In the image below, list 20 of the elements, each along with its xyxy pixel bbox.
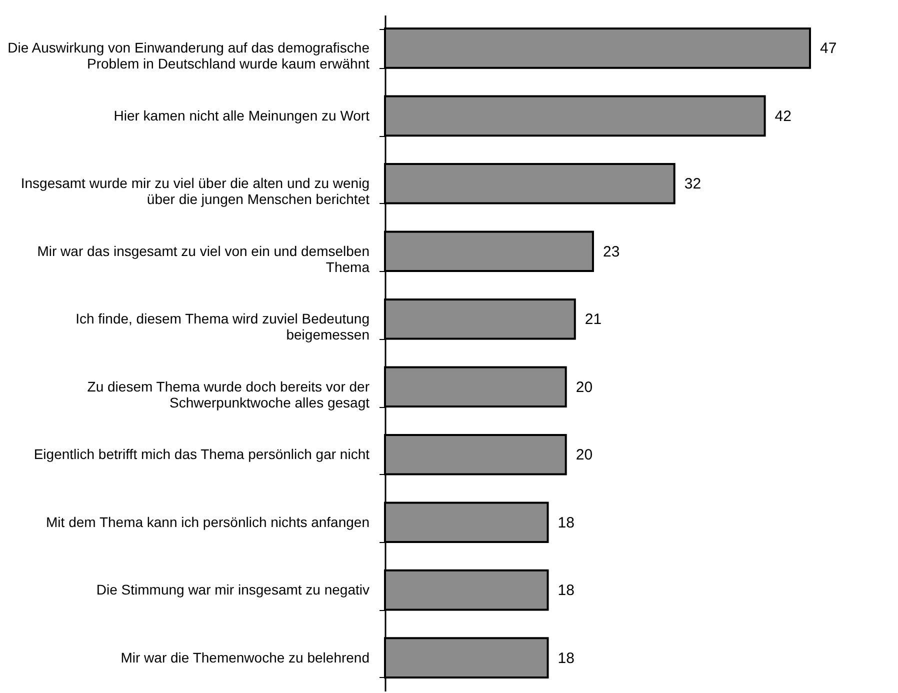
data-label: 18	[558, 514, 574, 532]
y-tick-label: Mit dem Thema kann ich persönlich nichts anfangen	[46, 514, 370, 530]
y-tick-label: Mir war die Themenwoche zu belehrend	[120, 649, 370, 666]
data-label: 20	[576, 378, 593, 396]
data-label: 18	[558, 650, 574, 667]
y-tick-label: Die Stimmung war mir insgesamt zu negativ	[96, 582, 370, 598]
y-tick-label: Eigentlich betrifft mich das Thema persönlich gar nicht	[34, 446, 370, 462]
data-label: 47	[820, 40, 837, 58]
data-label: 20	[576, 446, 593, 464]
y-tick-label: Zu diesem Thema wurde doch bereits vor der Schwerpunktwoche alles gesagt	[87, 378, 370, 410]
data-label: 32	[684, 176, 702, 193]
y-tick-label: Insgesamt wurde mir zu viel über die alten und zu wenig über die jungen Menschen berichtet	[20, 175, 370, 208]
y-tick-label: Ich finde, diesem Thema wird zuviel Bedeutung beigemessen	[76, 310, 370, 343]
data-label: 23	[602, 243, 620, 260]
data-label: 21	[584, 311, 602, 328]
y-tick-label: Mir war das insgesamt zu viel von ein und demselben Thema	[37, 242, 370, 275]
data-label: 42	[774, 108, 792, 125]
y-tick-label: Die Auswirkung von Einwanderung auf das demografische Problem in Deutschland wurde kaum erwähnt	[8, 40, 370, 72]
y-tick-label: Hier kamen nicht alle Meinungen zu Wort	[114, 107, 370, 124]
data-label: 18	[558, 582, 574, 600]
